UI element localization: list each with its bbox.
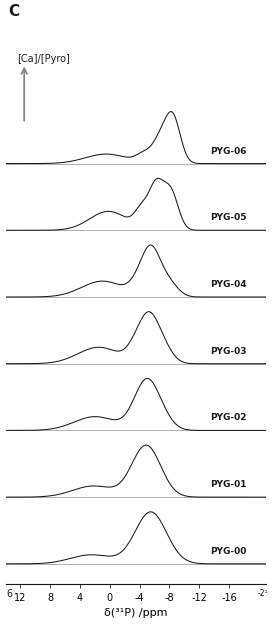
Text: -2¹: -2¹ (257, 589, 268, 598)
Text: PYG-06: PYG-06 (210, 147, 247, 155)
Text: PYG-01: PYG-01 (210, 480, 247, 489)
Text: [Ca]/[Pyro]: [Ca]/[Pyro] (17, 54, 70, 64)
Text: PYG-02: PYG-02 (210, 414, 247, 422)
Text: 6: 6 (6, 589, 12, 599)
Text: PYG-03: PYG-03 (210, 347, 247, 356)
Text: C: C (8, 4, 19, 19)
X-axis label: δ(³¹P) /ppm: δ(³¹P) /ppm (104, 608, 168, 618)
Text: PYG-00: PYG-00 (210, 547, 247, 556)
Text: PYG-04: PYG-04 (210, 280, 247, 289)
Text: PYG-05: PYG-05 (210, 213, 247, 222)
